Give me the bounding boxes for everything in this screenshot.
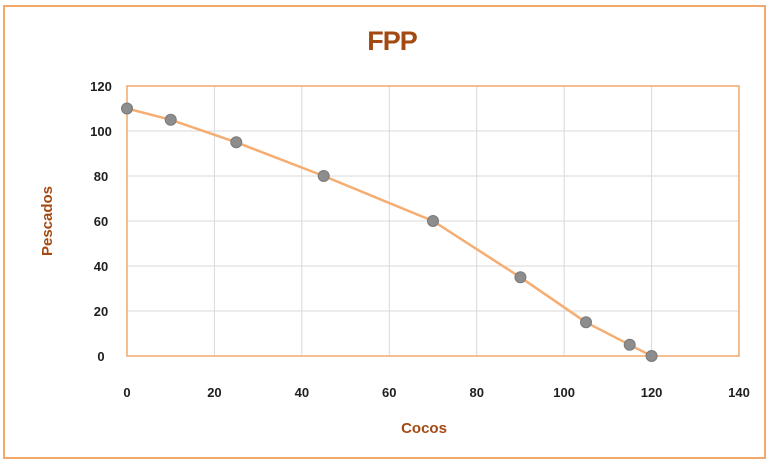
y-tick-label: 0 xyxy=(97,349,104,364)
y-tick-label: 100 xyxy=(90,124,112,139)
data-point xyxy=(427,215,439,227)
x-tick-label: 0 xyxy=(123,385,130,400)
chart-frame xyxy=(3,5,766,459)
x-tick-label: 140 xyxy=(728,385,750,400)
data-point xyxy=(623,338,636,351)
y-tick-labels: 0 20 40 60 80 100 120 xyxy=(90,79,112,364)
data-point xyxy=(317,170,330,182)
x-tick-label: 40 xyxy=(295,385,309,400)
grid-lines xyxy=(127,86,739,356)
x-tick-label: 100 xyxy=(553,385,575,400)
x-tick-label: 120 xyxy=(641,385,663,400)
y-tick-label: 80 xyxy=(94,169,108,184)
x-tick-labels: 0 20 40 60 80 100 120 140 xyxy=(123,385,749,400)
chart-title: FPP xyxy=(367,26,418,56)
data-point xyxy=(580,316,592,329)
y-tick-label: 60 xyxy=(94,214,108,229)
data-point xyxy=(121,102,133,115)
y-tick-label: 120 xyxy=(90,79,112,94)
y-axis-title: Pescados xyxy=(39,186,56,256)
y-tick-label: 20 xyxy=(94,304,108,319)
x-tick-label: 20 xyxy=(207,385,221,400)
x-tick-label: 60 xyxy=(382,385,396,400)
x-axis-title: Cocos xyxy=(401,420,447,437)
y-tick-label: 40 xyxy=(94,259,108,274)
plot-area xyxy=(126,85,740,357)
data-points xyxy=(121,102,658,362)
data-point xyxy=(645,350,658,362)
x-tick-label: 80 xyxy=(469,385,483,400)
data-point xyxy=(514,271,527,284)
data-point xyxy=(230,136,243,149)
data-point xyxy=(164,113,177,126)
